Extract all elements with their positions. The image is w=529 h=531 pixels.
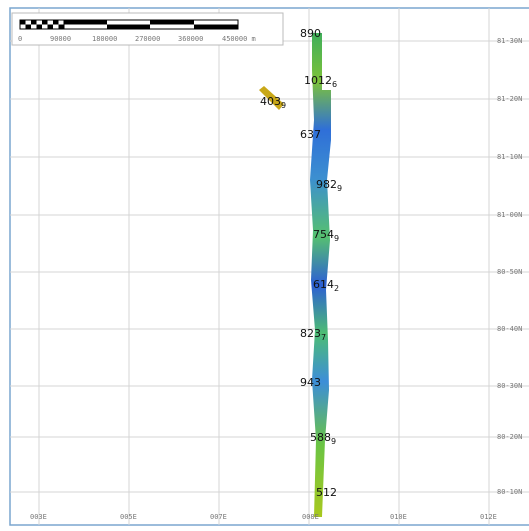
sounding-depth: 588: [310, 431, 331, 444]
sounding-depth: 403: [260, 95, 281, 108]
sounding: 943: [300, 376, 321, 389]
sounding-depth: 614: [313, 278, 334, 291]
latitude-label: 80-10N: [497, 488, 522, 496]
map: 0 90000 180000 270000 360000 450000 m 81-30N 81…: [0, 0, 529, 531]
sounding-depth: 890: [300, 27, 321, 40]
sounding-subscript: 9: [331, 437, 336, 446]
scale-label: 360000: [178, 35, 203, 43]
longitude-label: 005E: [120, 513, 137, 521]
latitude-label: 80-50N: [497, 268, 522, 276]
latitude-label: 81-00N: [497, 211, 522, 219]
longitude-label: 010E: [390, 513, 407, 521]
sounding-subscript: 7: [321, 333, 326, 342]
longitude-label: 012E: [480, 513, 497, 521]
sounding-depth: 637: [300, 128, 321, 141]
latitude-label: 80-20N: [497, 433, 522, 441]
sounding-depth: 943: [300, 376, 321, 389]
sounding-depth: 512: [316, 486, 337, 499]
sounding-subscript: 9: [337, 184, 342, 193]
sounding-depth: 982: [316, 178, 337, 191]
sounding-subscript: 2: [334, 284, 339, 293]
latitude-label: 80-40N: [497, 325, 522, 333]
sounding: 890: [300, 27, 321, 40]
sounding-depth: 823: [300, 327, 321, 340]
sounding-subscript: 9: [334, 234, 339, 243]
map-frame: [10, 8, 529, 525]
latitude-label: 80-30N: [497, 382, 522, 390]
sounding-depth: 754: [313, 228, 334, 241]
sounding-subscript: 9: [281, 101, 286, 110]
longitude-label: 003E: [30, 513, 47, 521]
longitude-label: 008E: [302, 513, 319, 521]
scale-label: 0: [18, 35, 22, 43]
latitude-label: 81-10N: [497, 153, 522, 161]
sounding: 512: [316, 486, 337, 499]
scale-label: 90000: [50, 35, 71, 43]
scale-label: 450000 m: [222, 35, 256, 43]
sounding-depth: 1012: [304, 74, 332, 87]
latitude-label: 81-20N: [497, 95, 522, 103]
sounding: 637: [300, 128, 321, 141]
scale-label: 270000: [135, 35, 160, 43]
longitude-label: 007E: [210, 513, 227, 521]
latitude-label: 81-30N: [497, 37, 522, 45]
sounding-subscript: 6: [332, 80, 337, 89]
scale-label: 180000: [92, 35, 117, 43]
